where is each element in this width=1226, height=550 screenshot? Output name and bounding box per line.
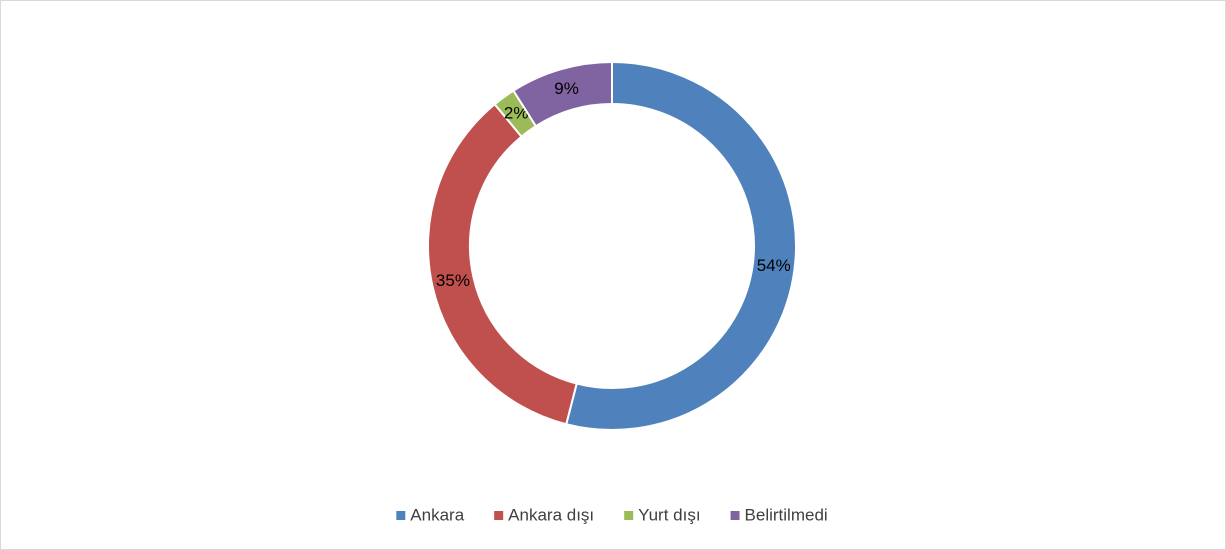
data-label: 2%	[504, 104, 529, 123]
legend-marker	[396, 511, 406, 520]
legend-marker	[494, 511, 504, 520]
donut-segment	[565, 60, 797, 431]
donut-segment	[512, 60, 613, 128]
data-label: 9%	[554, 79, 579, 98]
legend-label: Belirtilmedi	[745, 505, 828, 524]
legend-marker	[624, 511, 634, 520]
data-label: 35%	[436, 271, 470, 290]
legend-marker	[730, 511, 740, 520]
data-label: 54%	[757, 256, 791, 275]
legend-label: Ankara	[410, 505, 464, 524]
legend-label: Yurt dışı	[638, 505, 700, 524]
legend-label: Ankara dışı	[508, 505, 594, 524]
